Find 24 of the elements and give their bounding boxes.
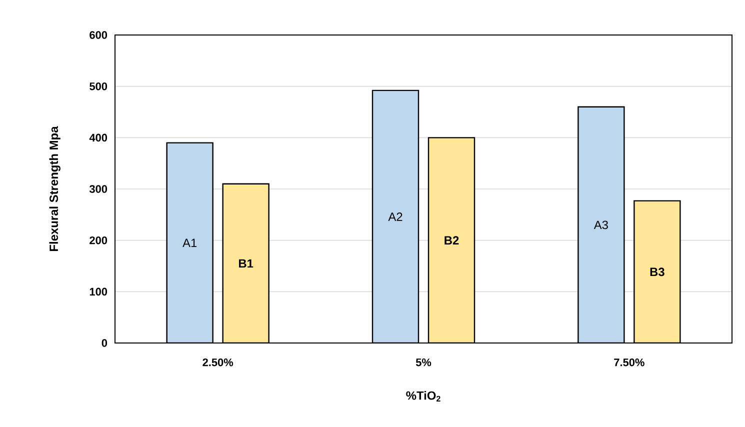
bar [428, 137, 476, 343]
y-tick-label: 600 [90, 31, 108, 39]
y-tick-label: 100 [90, 288, 108, 296]
x-axis-title: %TiO$_{2}$ [406, 391, 440, 402]
y-tick-label: 0 [102, 339, 108, 347]
x-tick-label: 7.50% [614, 358, 644, 366]
x-tick-label: 2.50% [202, 358, 234, 366]
bar [634, 200, 681, 343]
data-label: B2 [444, 236, 459, 245]
x-tick-label: 5% [416, 358, 432, 366]
y-tick-label: 300 [89, 185, 108, 193]
bar [372, 90, 420, 343]
data-label: B3 [650, 268, 664, 276]
y-axis-title: Flexural Strength Mpa [49, 126, 60, 251]
data-label: A2 [388, 212, 402, 221]
y-tick-label: 200 [90, 236, 108, 244]
data-label: B1 [238, 259, 254, 268]
y-tick-label: 400 [89, 134, 108, 142]
bar [222, 183, 270, 343]
bar [166, 142, 214, 343]
y-tick-label: 500 [90, 82, 108, 90]
data-label: A3 [594, 220, 608, 230]
data-label: A1 [182, 238, 197, 248]
bar [578, 106, 625, 343]
